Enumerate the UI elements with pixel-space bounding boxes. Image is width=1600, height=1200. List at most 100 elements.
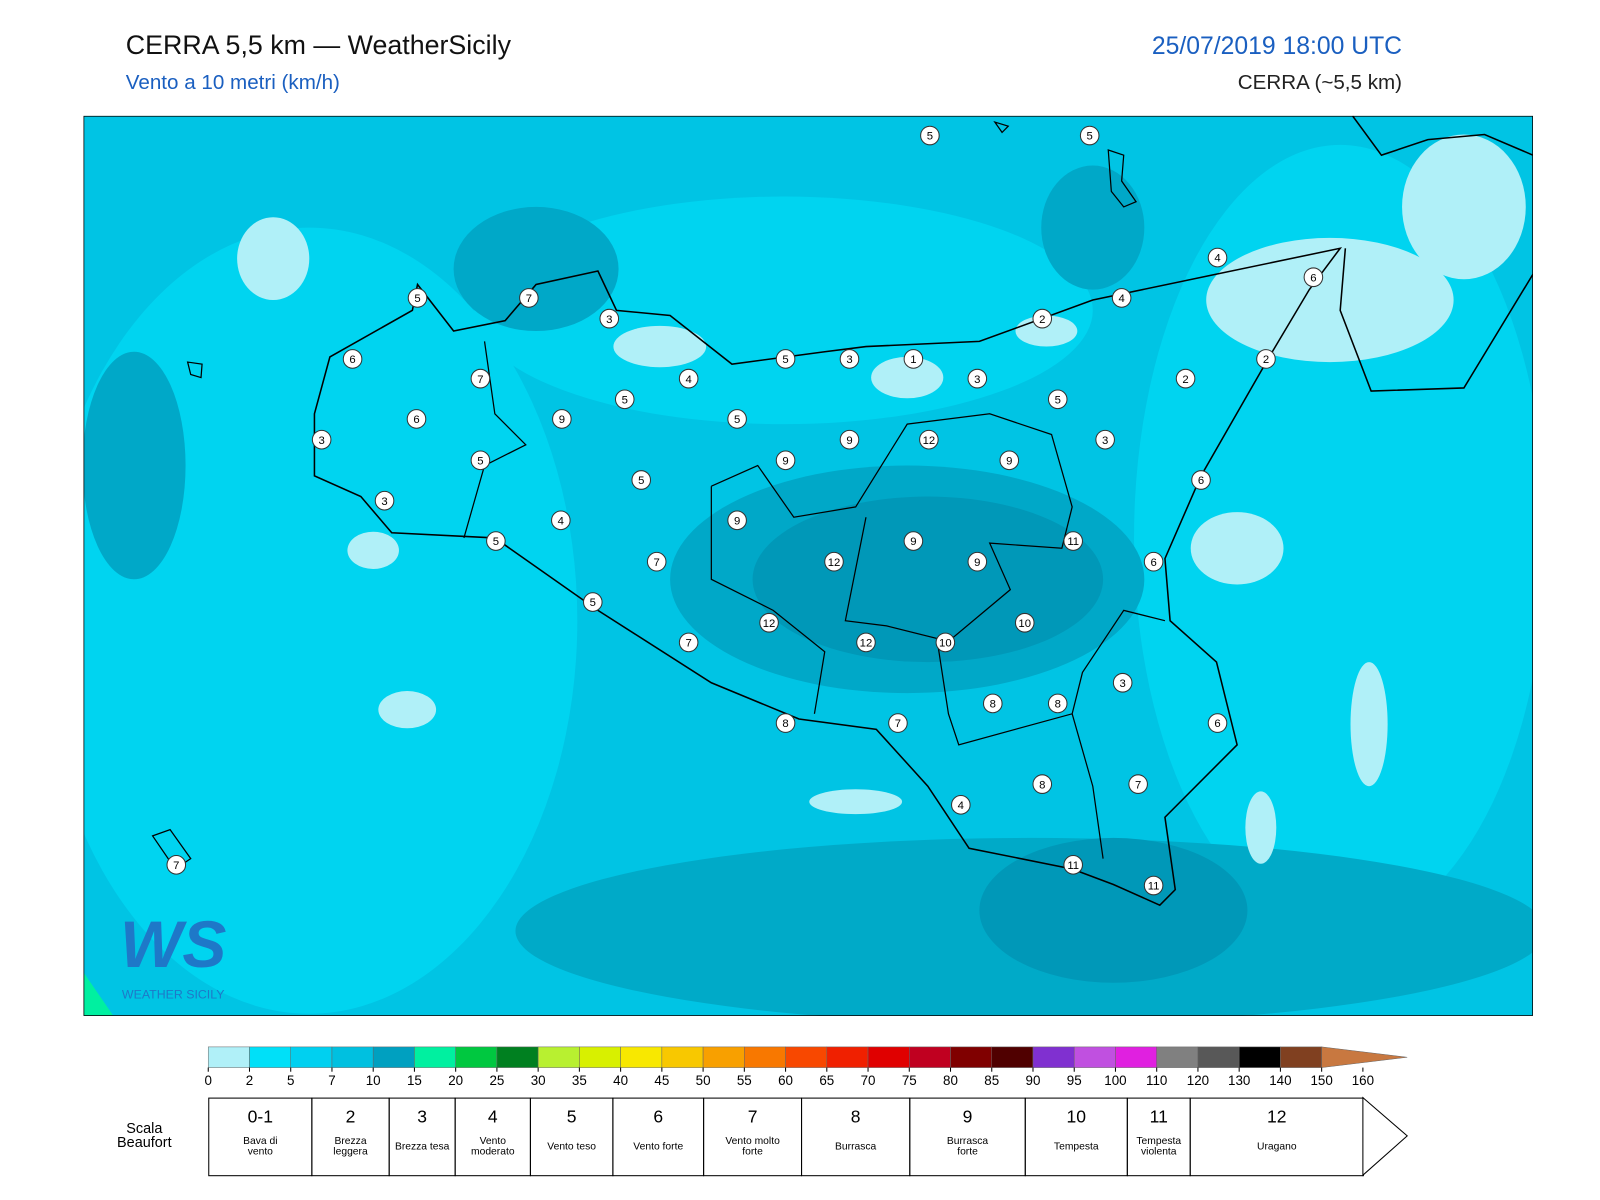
station-value: 6 — [1214, 718, 1220, 730]
colorbar-box — [1197, 1046, 1240, 1068]
station-marker — [967, 551, 988, 572]
colorbar-tick-label: 35 — [572, 1073, 587, 1088]
station-marker — [486, 531, 506, 551]
station-value: 3 — [974, 374, 980, 386]
station-marker — [1095, 429, 1115, 450]
colorbar-box — [744, 1046, 786, 1068]
colorbar-box — [496, 1046, 539, 1068]
station-value: 5 — [493, 536, 499, 548]
station-value: 9 — [974, 557, 980, 569]
station-marker — [888, 713, 908, 733]
station-marker — [407, 288, 428, 308]
colorbar-tick-label: 160 — [1352, 1073, 1374, 1088]
beaufort-name: Tempesta violenta — [1136, 1135, 1182, 1158]
beaufort-name: Brezza leggera — [333, 1135, 368, 1158]
station-value: 7 — [895, 718, 901, 730]
station-value: 6 — [1150, 557, 1156, 569]
station-marker — [311, 429, 332, 450]
beaufort-name: Bava di vento — [243, 1135, 278, 1158]
beaufort-arrow — [1362, 1096, 1409, 1177]
station-marker — [1014, 612, 1035, 633]
colorbar-box — [702, 1046, 745, 1068]
station-value: 12 — [923, 435, 936, 447]
beaufort-class: 2 Brezza leggera — [311, 1097, 390, 1177]
colorbar-tick-label: 15 — [407, 1073, 422, 1088]
beaufort-class: 12 Uragano — [1189, 1097, 1364, 1177]
colorbar-box — [414, 1046, 456, 1068]
beaufort-number: 2 — [345, 1106, 356, 1127]
station-value: 5 — [638, 475, 644, 487]
station-value: 5 — [927, 131, 933, 143]
colorbar-tick-label: 45 — [654, 1073, 669, 1088]
colorbar-box — [1238, 1046, 1281, 1068]
station-marker — [903, 349, 924, 369]
beaufort-class: 11 Tempesta violenta — [1126, 1097, 1191, 1177]
station-value: 5 — [1055, 394, 1061, 406]
title: CERRA 5,5 km — WeatherSicily — [126, 30, 512, 60]
station-value: 5 — [590, 597, 596, 609]
station-value: 9 — [734, 515, 740, 527]
beaufort-number: 3 — [417, 1106, 428, 1127]
colorbar-tick-label: 95 — [1067, 1073, 1082, 1088]
beaufort-body: Scala Beaufort 0-1 Bava di vento 2 Brezza l… — [0, 1091, 1600, 1184]
beaufort-name: Uragano — [1257, 1141, 1297, 1153]
station-marker — [406, 409, 427, 429]
colorbar-tick-label: 20 — [448, 1073, 463, 1088]
beaufort-number: 0-1 — [247, 1106, 273, 1127]
station-marker — [727, 510, 747, 531]
colorbar-tick-label: 5 — [287, 1073, 294, 1088]
beaufort-name: Vento moderato — [471, 1135, 515, 1158]
station-marker — [1191, 470, 1211, 490]
colorbar-tick-label: 30 — [531, 1073, 546, 1088]
station-value: 9 — [559, 414, 565, 426]
station-marker — [824, 551, 844, 572]
colorbar-tick-label: 65 — [819, 1073, 834, 1088]
station-marker — [839, 429, 860, 450]
beaufort-class: 6 Vento forte — [612, 1097, 705, 1177]
station-value: 11 — [1067, 860, 1079, 872]
station-marker — [470, 450, 491, 471]
station-marker — [1207, 713, 1228, 733]
beaufort-name: Vento molto forte — [725, 1135, 780, 1158]
station-marker — [552, 409, 572, 429]
station-value: 5 — [734, 414, 740, 426]
colorbar-tick-label: 100 — [1104, 1073, 1126, 1088]
station-marker — [839, 349, 860, 369]
beaufort-number: 9 — [962, 1106, 973, 1127]
station-value: 4 — [1214, 253, 1220, 265]
colorbar-tick-label: 7 — [328, 1073, 335, 1088]
station-marker — [903, 531, 924, 551]
station-value: 8 — [990, 699, 996, 711]
station-value: 9 — [782, 455, 788, 467]
beaufort-class: 8 Burrasca — [801, 1097, 911, 1177]
station-marker — [1079, 125, 1100, 146]
station-marker — [1111, 288, 1132, 308]
station-value: 3 — [1102, 435, 1108, 447]
station-value: 4 — [1118, 293, 1124, 305]
station-value: 8 — [1055, 699, 1061, 711]
station-value: 2 — [1039, 314, 1045, 326]
station-value: 6 — [1310, 272, 1316, 284]
beaufort-number: 4 — [487, 1106, 498, 1127]
colorbar-box — [455, 1046, 498, 1068]
beaufort-number: 7 — [747, 1106, 758, 1127]
station-value: 5 — [782, 354, 788, 366]
station-value: 8 — [1039, 779, 1045, 791]
station-marker — [1128, 774, 1148, 794]
colorbar-box — [331, 1046, 374, 1068]
station-marker — [1175, 368, 1196, 389]
colorbar-tick-label: 120 — [1187, 1073, 1209, 1088]
colorbar-tick-label: 70 — [861, 1073, 876, 1088]
station-marker — [759, 612, 779, 633]
station-marker — [951, 795, 971, 815]
station-marker — [920, 125, 940, 146]
colorbar-tick-label: 90 — [1026, 1073, 1041, 1088]
beaufort-number: 11 — [1149, 1106, 1168, 1127]
station-marker — [1207, 247, 1228, 268]
station-value: 11 — [1067, 536, 1079, 548]
model: CERRA (~5,5 km) — [1238, 71, 1402, 94]
station-marker — [1032, 308, 1053, 329]
station-value: 5 — [1087, 131, 1093, 143]
